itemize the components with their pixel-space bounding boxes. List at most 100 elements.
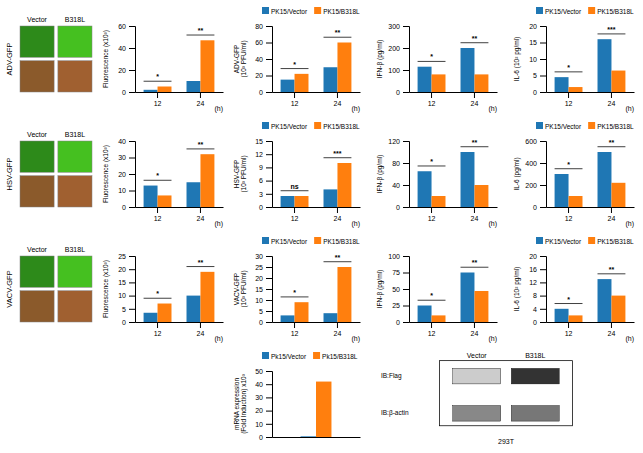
axis-line bbox=[547, 92, 635, 93]
tick: 40 bbox=[118, 138, 135, 145]
y-axis: 01020304050 bbox=[255, 368, 272, 441]
tick: 12 bbox=[428, 92, 436, 107]
tick-label: 12 bbox=[154, 215, 162, 222]
tick-mark bbox=[540, 282, 546, 283]
bar bbox=[474, 185, 488, 207]
tick-mark bbox=[540, 269, 546, 270]
tick-label: 200 bbox=[525, 182, 537, 189]
tick-label: 100 bbox=[388, 67, 400, 74]
tick-mark bbox=[129, 309, 135, 310]
tick-mark bbox=[266, 384, 272, 385]
bar bbox=[611, 183, 625, 207]
tick-label: 6 bbox=[259, 177, 263, 184]
y-axis-label: ADV-GFP(10³ PFU/ml) bbox=[233, 40, 248, 77]
tick: 80 bbox=[392, 160, 409, 167]
tick-mark bbox=[403, 48, 409, 49]
tick-label: 30 bbox=[255, 394, 263, 401]
tick: 12 bbox=[291, 207, 299, 222]
tick-label: 30 bbox=[118, 154, 126, 161]
tick: 75 bbox=[392, 269, 409, 276]
tick: 40 bbox=[392, 182, 409, 189]
tick-label: 20 bbox=[118, 171, 126, 178]
tick: 30 bbox=[255, 253, 272, 260]
image-panel: VectorB318L bbox=[20, 16, 92, 92]
figure: ADV-GFPVectorB318L02040601224Fluorescenc… bbox=[0, 0, 643, 453]
x-axis: 1224 bbox=[136, 322, 224, 337]
significance-label: * bbox=[430, 158, 433, 165]
x-axis-label: (h) bbox=[214, 335, 223, 343]
tick-label: 20 bbox=[255, 407, 263, 414]
image-cell bbox=[58, 61, 92, 92]
bar bbox=[316, 382, 331, 437]
tick-mark bbox=[266, 92, 272, 93]
significance-label: ** bbox=[472, 139, 478, 146]
tick-mark bbox=[266, 141, 272, 142]
tick: 10 bbox=[255, 297, 272, 304]
tick: 12 bbox=[428, 207, 436, 222]
lane-label: B318L bbox=[525, 352, 545, 359]
tick-mark bbox=[266, 59, 272, 60]
bar bbox=[158, 87, 172, 93]
bar bbox=[281, 80, 295, 92]
y-axis-label: Fluorescence (x10³) bbox=[102, 30, 110, 88]
significance-bracket bbox=[418, 61, 446, 62]
tick: 8 bbox=[533, 292, 546, 299]
tick: 9 bbox=[259, 164, 272, 171]
tick-mark bbox=[294, 92, 295, 98]
legend-label: PK15/B318L bbox=[597, 123, 634, 130]
tick-mark bbox=[403, 306, 409, 307]
tick-mark bbox=[266, 43, 272, 44]
tick: 100 bbox=[388, 253, 409, 260]
tick-label: 60 bbox=[118, 23, 126, 30]
tick: 20 bbox=[529, 23, 546, 30]
x-axis-label: (h) bbox=[488, 105, 497, 113]
legend-swatch bbox=[536, 7, 543, 14]
tick: 40 bbox=[118, 45, 135, 52]
tick-mark bbox=[266, 181, 272, 182]
tick-label: 5 bbox=[533, 72, 537, 79]
tick-label: 40 bbox=[255, 56, 263, 63]
image-cell bbox=[58, 291, 92, 322]
tick-label: 24 bbox=[608, 215, 616, 222]
y-axis-label: IL-6 (pg/ml) bbox=[513, 157, 521, 190]
tick-mark bbox=[129, 174, 135, 175]
tick-label: 24 bbox=[471, 215, 479, 222]
tick: 5 bbox=[259, 308, 272, 315]
image-cell bbox=[58, 176, 92, 207]
tick-label: 10 bbox=[529, 56, 537, 63]
blot-label: 293T bbox=[498, 438, 515, 445]
significance-bracket bbox=[461, 146, 489, 147]
blot-frame bbox=[440, 361, 573, 426]
significance-label: ** bbox=[198, 141, 204, 148]
legend: PK15/VectorPK15/B318L bbox=[536, 7, 634, 15]
bar-panel: 01020304050mRNA expression(Fold Inductio… bbox=[233, 368, 361, 441]
tick-mark bbox=[266, 411, 272, 412]
y-axis: 03691215 bbox=[255, 138, 272, 211]
bar-panel: 02004006001224IL-6 (pg/ml)(h)*** bbox=[513, 138, 635, 228]
bar-panel: 02040601224Fluorescence (x10³)(h)*** bbox=[102, 23, 224, 113]
axis-line bbox=[266, 372, 273, 438]
tick: 40 bbox=[255, 56, 272, 63]
x-axis: 1224 bbox=[410, 322, 498, 337]
y-axis-label: VACV-GFP(10³ PFU/ml) bbox=[233, 270, 248, 307]
bar bbox=[474, 74, 488, 92]
tick-mark bbox=[337, 207, 338, 213]
significance-bracket bbox=[418, 165, 446, 166]
tick: 12 bbox=[291, 92, 299, 107]
legend-item: PK15/B318L bbox=[588, 122, 634, 130]
tick: 24 bbox=[608, 322, 616, 337]
bar bbox=[187, 81, 201, 92]
significance-label: * bbox=[430, 292, 433, 299]
bars bbox=[281, 267, 352, 322]
image-label: Vector bbox=[27, 131, 48, 138]
x-axis-label: (h) bbox=[214, 220, 223, 228]
x-axis: 1224 bbox=[547, 207, 635, 222]
tick-mark bbox=[540, 92, 546, 93]
tick-label: 0 bbox=[396, 89, 400, 96]
tick-mark bbox=[129, 26, 135, 27]
tick-mark bbox=[266, 322, 272, 323]
significance-bracket bbox=[324, 157, 352, 158]
tick-label: 12 bbox=[291, 215, 299, 222]
tick: 24 bbox=[471, 92, 479, 107]
tick-mark bbox=[129, 141, 135, 142]
